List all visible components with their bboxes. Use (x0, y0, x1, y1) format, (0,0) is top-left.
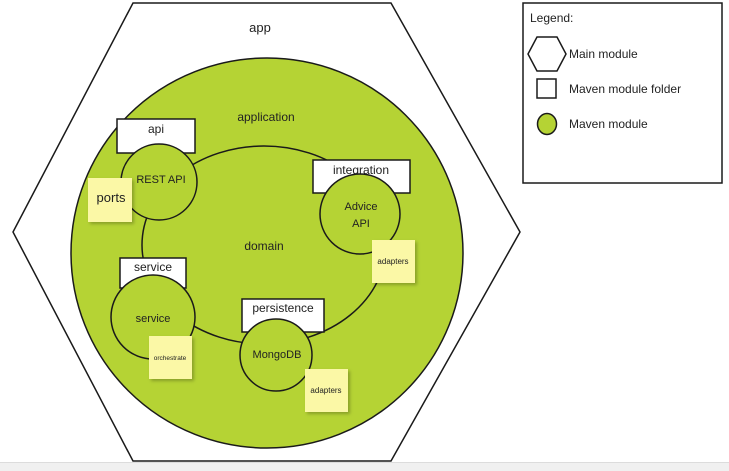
api-module-label: REST API (136, 174, 185, 186)
app-label: app (249, 20, 271, 35)
orchestrate-note-text: orchestrate (154, 355, 187, 362)
adapters-persistence-note-paper (305, 369, 348, 412)
orchestrate-note[interactable]: orchestrate (149, 336, 192, 379)
persistence-folder-label: persistence (252, 301, 314, 315)
legend-item-maven-module-folder: Maven module folder (569, 82, 681, 96)
integration-module-label-line2: API (352, 218, 370, 230)
integration-module: integration Advice API (312, 159, 411, 255)
integration-module-label-line1: Advice (344, 201, 377, 213)
legend: Legend: Main module Maven module folder … (522, 2, 723, 184)
persistence-module: persistence MongoDB (239, 298, 325, 392)
orchestrate-note-paper (149, 336, 192, 379)
bottom-scroll-strip (0, 462, 729, 471)
adapters-integration-note-text: adapters (377, 257, 408, 266)
api-folder-label: api (148, 122, 164, 136)
circle-legend-icon (536, 112, 558, 136)
service-module-label: service (136, 313, 171, 325)
ports-note[interactable]: ports (88, 178, 132, 222)
ports-note-paper (88, 178, 132, 222)
integration-folder-label: integration (333, 163, 389, 177)
hexagon-legend-icon (527, 36, 567, 72)
legend-title: Legend: (530, 11, 573, 25)
adapters-persistence-note[interactable]: adapters (305, 369, 348, 412)
adapters-integration-note[interactable]: adapters (372, 240, 415, 283)
domain-label: domain (244, 239, 283, 253)
adapters-persistence-note-text: adapters (310, 386, 341, 395)
persistence-module-label: MongoDB (253, 349, 302, 361)
legend-item-main-module: Main module (569, 47, 638, 61)
service-folder-label: service (134, 260, 172, 274)
integration-module-circle (319, 173, 401, 255)
persistence-module-circle (239, 318, 313, 392)
adapters-integration-note-paper (372, 240, 415, 283)
legend-item-maven-module: Maven module (569, 117, 648, 131)
application-label: application (237, 110, 294, 124)
square-legend-icon (536, 78, 557, 99)
api-module: api REST API (116, 118, 198, 221)
ports-note-text: ports (97, 190, 126, 205)
